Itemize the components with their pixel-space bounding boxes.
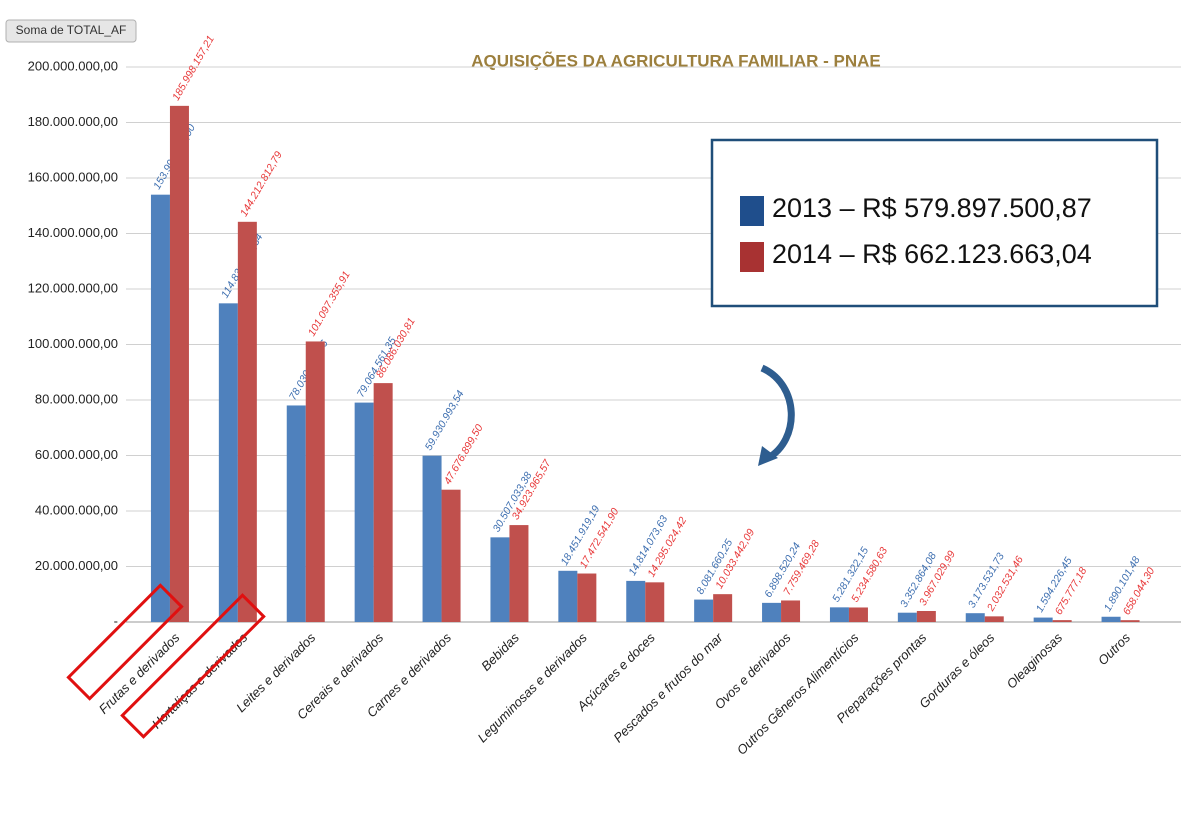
y-tick-label: 20.000.000,00 <box>35 558 118 573</box>
bar <box>422 455 442 622</box>
highlight-box <box>66 583 184 701</box>
bar <box>490 537 510 622</box>
bar <box>558 570 578 622</box>
y-tick-label: 60.000.000,00 <box>35 447 118 462</box>
bar <box>626 580 646 622</box>
x-tick-label: Leguminosas e derivados <box>475 630 591 746</box>
bar <box>237 221 257 622</box>
legend-swatch <box>740 242 764 272</box>
bar <box>354 402 374 622</box>
legend-box <box>710 138 1159 308</box>
bar <box>965 613 985 622</box>
x-tick-label: Outros Gêneros Alimentícios <box>734 630 862 758</box>
y-tick-label: 40.000.000,00 <box>35 502 118 517</box>
data-label: 185.998.157,21 <box>170 34 217 103</box>
y-tick-label: 200.000.000,00 <box>28 58 118 73</box>
x-tick-label: Gorduras e óleos <box>916 630 997 711</box>
bar <box>916 610 936 622</box>
field-button[interactable] <box>5 19 137 43</box>
data-label: 144.212.812,79 <box>238 149 285 218</box>
bar <box>645 582 665 622</box>
bar <box>441 489 461 622</box>
bar <box>984 616 1004 622</box>
bar <box>150 194 170 623</box>
y-tick-label: 160.000.000,00 <box>28 169 118 184</box>
chart-title: AQUISIÇÕES DA AGRICULTURA FAMILIAR - PNA… <box>471 50 881 70</box>
y-tick-label: 120.000.000,00 <box>28 280 118 295</box>
legend-label: 2013 – R$ 579.897.500,87 <box>772 193 1092 223</box>
bar <box>848 607 868 622</box>
bar <box>305 341 325 622</box>
bar <box>509 525 529 622</box>
bar <box>762 602 782 622</box>
data-label: 101.097.355,91 <box>306 269 353 338</box>
arrow <box>760 364 795 462</box>
bar <box>897 612 917 622</box>
arrow-head <box>758 446 778 466</box>
bar <box>694 599 714 622</box>
y-tick-label: 80.000.000,00 <box>35 391 118 406</box>
field-button-label: Soma de TOTAL_AF <box>16 23 127 37</box>
bar <box>1120 620 1140 622</box>
data-label: 59.930.993,54 <box>423 388 467 452</box>
y-tick-label: 180.000.000,00 <box>28 114 118 129</box>
y-tick-label: 140.000.000,00 <box>28 225 118 240</box>
y-tick-label: 100.000.000,00 <box>28 336 118 351</box>
bar <box>1033 617 1053 622</box>
bar <box>577 573 597 622</box>
legend-swatch <box>740 196 764 226</box>
bar <box>1101 616 1121 622</box>
legend-label: 2014 – R$ 662.123.663,04 <box>772 239 1092 269</box>
x-tick-label: Outros <box>1095 630 1134 669</box>
y-tick-label: - <box>114 613 118 628</box>
highlight-box <box>120 593 266 739</box>
bar <box>1052 620 1072 622</box>
bar <box>781 600 801 622</box>
bar <box>169 105 189 623</box>
x-tick-label: Bebidas <box>478 630 522 674</box>
x-tick-label: Pescados e frutos do mar <box>610 629 726 745</box>
x-tick-label: Oleaginosas <box>1003 630 1065 692</box>
bar <box>373 383 393 622</box>
bar <box>713 594 733 622</box>
bar <box>218 303 238 622</box>
bar <box>829 607 849 622</box>
data-label: 47.676.899,50 <box>442 422 486 486</box>
bar <box>286 405 306 622</box>
